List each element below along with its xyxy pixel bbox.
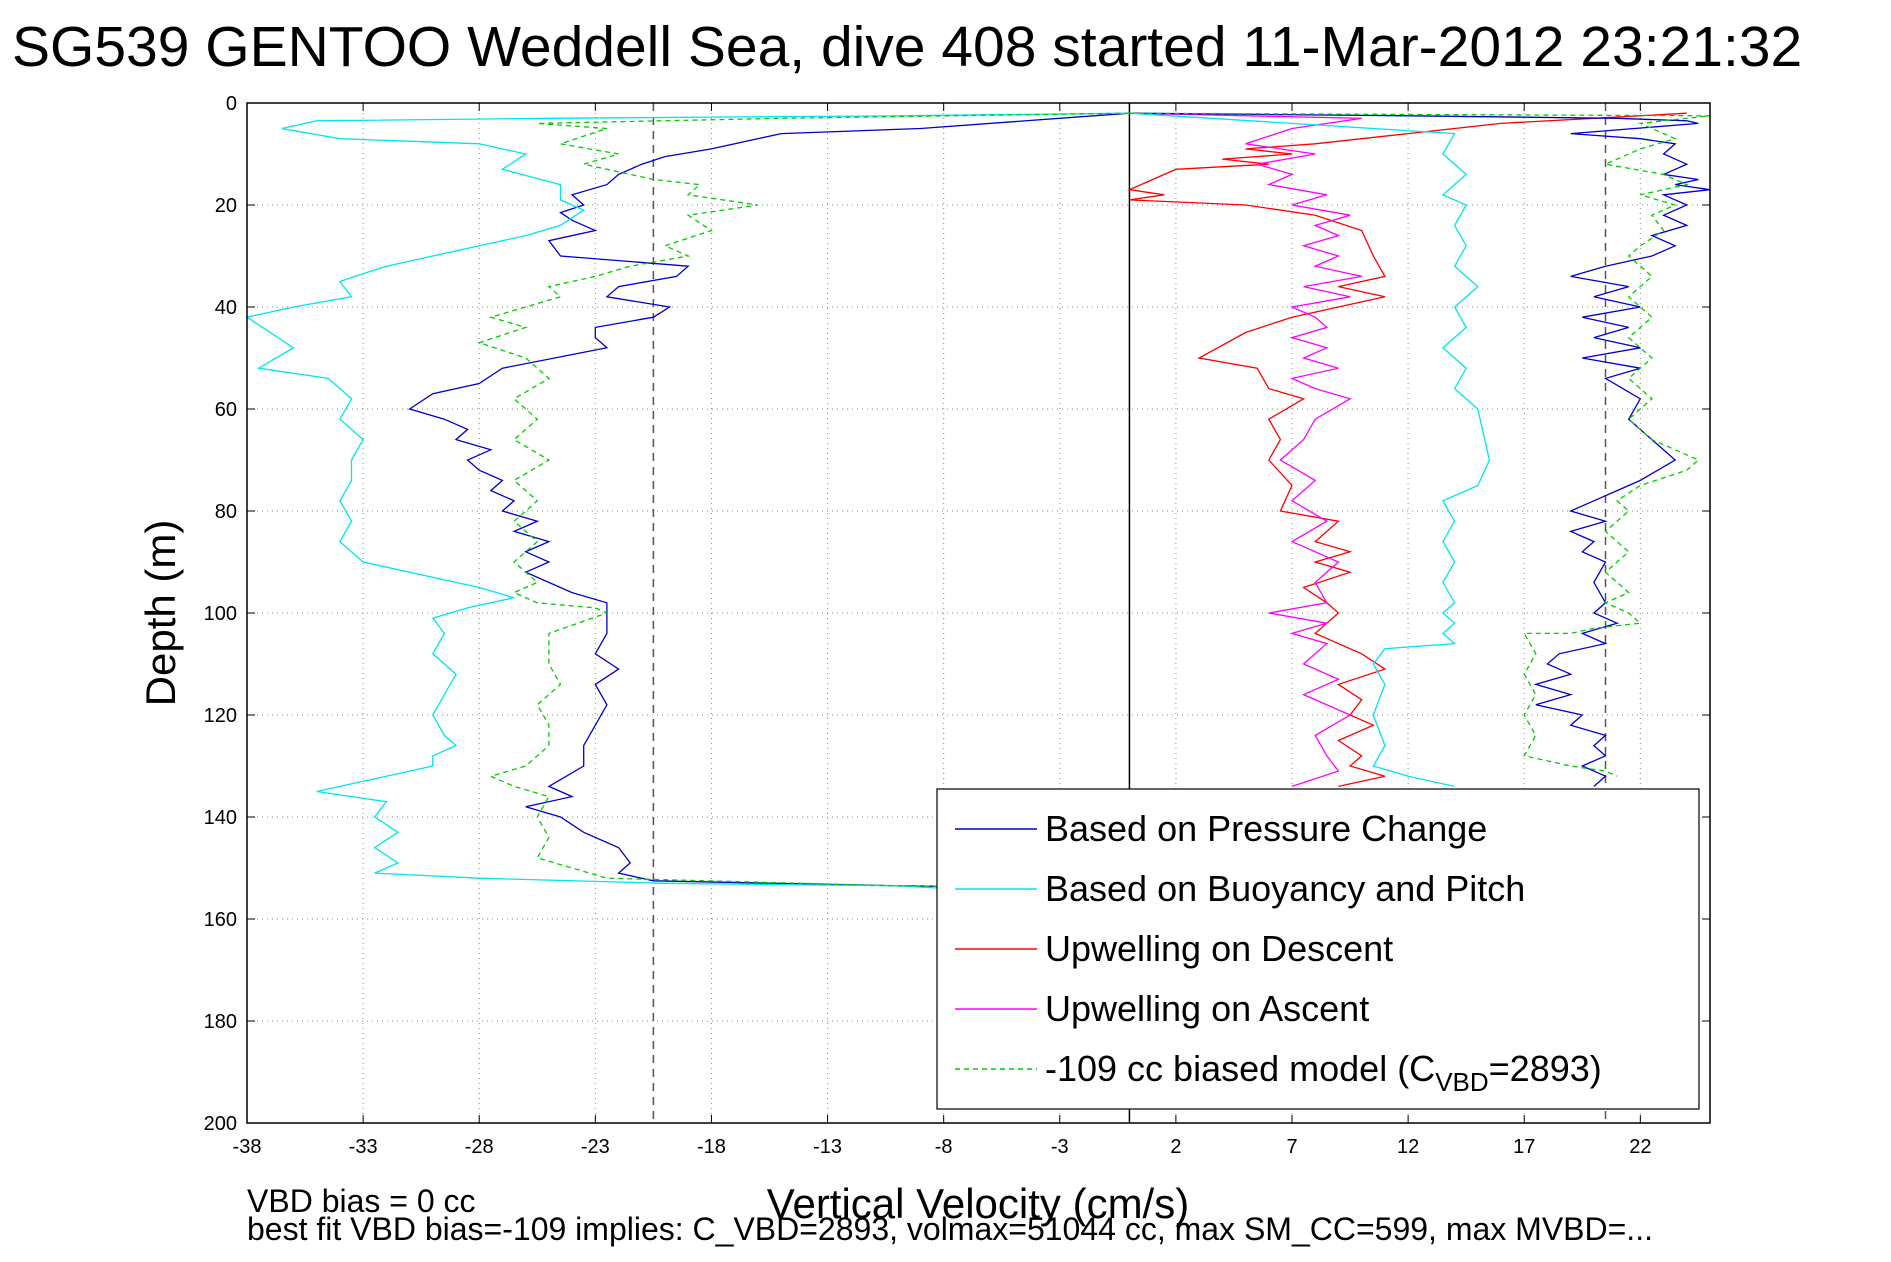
footer-line-2: best fit VBD bias=-109 implies: C_VBD=28… <box>247 1211 1653 1247</box>
x-tick-label: 2 <box>1170 1136 1181 1158</box>
series-line-2 <box>1127 112 1687 788</box>
x-tick-label: 12 <box>1397 1136 1419 1158</box>
series-line-7 <box>1129 112 1711 777</box>
legend-box <box>936 788 1700 1110</box>
x-tick-label: -13 <box>813 1136 842 1158</box>
x-tick-label: 22 <box>1629 1136 1651 1158</box>
x-tick-label: -3 <box>1051 1136 1069 1158</box>
x-tick-label: -33 <box>349 1136 378 1158</box>
x-tick-label: -18 <box>697 1136 726 1158</box>
x-tick-label: -8 <box>935 1136 953 1158</box>
y-axis-label: Depth (m) <box>137 520 184 707</box>
series-line-5 <box>1129 112 1711 787</box>
y-tick-label: 200 <box>204 1113 237 1135</box>
y-tick-label: 60 <box>215 399 237 421</box>
series-group <box>245 112 1711 895</box>
y-tick-label: 180 <box>204 1011 237 1033</box>
series-line-3 <box>1129 112 1362 788</box>
legend: Based on Pressure Change Based on Buoyanc… <box>936 788 1700 1110</box>
legend-label: Upwelling on Descent <box>1045 928 1393 969</box>
tick-labels: -38 -33 -28 -23 -18 -13 -8 -3 2 7 12 17 22 0 20 40 60 80 1… <box>204 93 1710 1158</box>
y-tick-label: 20 <box>215 195 237 217</box>
x-tick-label: 7 <box>1286 1136 1297 1158</box>
x-tick-label: -28 <box>465 1136 494 1158</box>
series-line-1 <box>245 112 1130 895</box>
footer-line-1: VBD bias = 0 cc <box>247 1183 476 1219</box>
legend-label: -109 cc biased model (CVBD=2893) <box>1045 1048 1602 1097</box>
y-tick-label: 140 <box>204 807 237 829</box>
y-tick-label: 100 <box>204 603 237 625</box>
series-line-6 <box>1129 112 1491 788</box>
y-tick-label: 40 <box>215 297 237 319</box>
legend-label: Upwelling on Ascent <box>1045 988 1369 1029</box>
y-tick-label: 0 <box>226 93 237 115</box>
x-tick-label: -38 <box>233 1136 262 1158</box>
y-tick-label: 120 <box>204 705 237 727</box>
legend-label: Based on Pressure Change <box>1045 808 1487 849</box>
x-tick-label: 17 <box>1513 1136 1535 1158</box>
chart-title: SG539 GENTOO Weddell Sea, dive 408 start… <box>12 15 1802 79</box>
x-tick-label: -23 <box>581 1136 610 1158</box>
legend-label: Based on Buoyancy and Pitch <box>1045 868 1525 909</box>
y-tick-label: 80 <box>215 501 237 523</box>
series-line-0 <box>408 112 1130 890</box>
x-axis-label: Vertical Velocity (cm/s) <box>767 1180 1189 1227</box>
series-line-4 <box>477 112 1130 890</box>
y-tick-label: 160 <box>204 909 237 931</box>
